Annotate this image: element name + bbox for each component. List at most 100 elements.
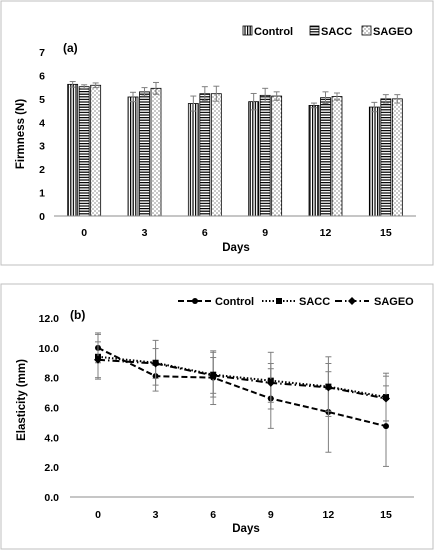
chart-a-bar-sageo [150, 87, 162, 217]
chart-a-x-tick-label: 15 [380, 227, 392, 239]
chart-b-x-tick-label: 0 [95, 509, 101, 521]
chart-a-y-tick-label: 4 [39, 117, 45, 129]
chart-b-legend: Control SACC SAGEO [178, 296, 414, 308]
chart-a-x-tick-label: 0 [81, 227, 87, 239]
chart-a-error-bar-sageo [153, 81, 159, 95]
chart-a-error-bar-control [130, 91, 136, 103]
chart-b-legend-sageo: SAGEO [374, 296, 414, 308]
chart-b-x-tick-label: 15 [380, 509, 392, 521]
chart-a-bar-sacc [259, 94, 271, 217]
chart-a-bar-sageo [210, 93, 222, 217]
chart-b-x-tick-label: 12 [323, 509, 335, 521]
chart-b-y-tick-label: 10.0 [39, 343, 60, 355]
chart-a-bar-sageo [391, 98, 403, 217]
chart-b-point-sageo [324, 383, 333, 392]
chart-b-x-tick-label: 6 [210, 509, 216, 521]
chart-a-x-tick-label: 3 [142, 227, 148, 239]
chart-a-error-bar-control [69, 81, 76, 88]
chart-b-point-control [383, 423, 389, 430]
chart-b-line-control [97, 346, 387, 428]
chart-b-x-tick-label: 3 [153, 509, 159, 521]
chart-a-legend-swatch-sageo [361, 25, 372, 36]
chart-a-x-tick-label: 9 [262, 227, 268, 239]
chart-b-point-sageo [209, 371, 218, 380]
chart-a-y-tick-label: 3 [39, 141, 45, 153]
chart-b-legend-marker-sageo [348, 297, 356, 305]
chart-b-legend-marker-sacc [276, 298, 282, 304]
chart-b-legend-marker-control [192, 298, 198, 304]
chart-a-legend-sacc: SACC [321, 26, 352, 38]
chart-a-error-bar-sageo [394, 94, 401, 104]
chart-a-legend-swatch-control [242, 25, 253, 36]
chart-a-bar-sacc [320, 97, 331, 217]
chart-a-bar-control [67, 83, 79, 217]
chart-a-error-bar-sageo [213, 85, 220, 102]
chart-b-point-sageo [94, 355, 102, 364]
chart-a-error-bar-control [250, 92, 257, 111]
chart-a-bar-sageo [90, 84, 102, 217]
chart-b-x-tick-label: 9 [268, 509, 274, 521]
chart-b-legend-control: Control [215, 296, 254, 308]
chart-a-bar-control [187, 103, 199, 217]
chart-b-y-tick-label: 2.0 [44, 462, 59, 474]
chart-a-legend: Control SACC SAGEO [242, 25, 413, 38]
chart-a-legend-swatch-sacc [309, 25, 320, 36]
chart-b-error-bars-control [95, 332, 389, 467]
chart-b-point-sageo [382, 394, 390, 403]
chart-a-bar-sageo [271, 95, 283, 217]
chart-a-y-tick-label: 1 [39, 188, 45, 200]
chart-b-x-axis-title: Days [232, 523, 260, 535]
chart-a-bar-sageo [331, 96, 343, 217]
chart-a-bar-control [127, 96, 139, 217]
chart-a-bar-sacc [139, 91, 150, 217]
chart-a-error-bar-sacc [81, 84, 88, 90]
chart-a-legend-control: Control [254, 26, 293, 38]
chart-a-error-bar-control [311, 102, 317, 109]
chart-b-line-sageo [97, 358, 387, 400]
chart-a-bar-control [368, 106, 380, 217]
chart-b-y-tick-label: 6.0 [44, 403, 59, 415]
chart-b-frame [0, 283, 434, 550]
chart-b-y-tick-label: 4.0 [44, 432, 59, 444]
chart-a-bar-control [308, 105, 320, 217]
chart-a-x-tick-label: 12 [320, 227, 332, 239]
chart-a-error-bar-control [190, 95, 197, 112]
chart-a-bar-sacc [380, 98, 392, 217]
chart-a-error-bar-sacc [141, 87, 148, 97]
chart-a-error-bar-sacc [262, 87, 269, 103]
chart-b-panel-label: (b) [70, 308, 85, 322]
chart-a-error-bar-sacc [382, 94, 389, 104]
chart-b-error-bars-sacc [95, 333, 389, 422]
chart-a-bar-control [248, 101, 260, 217]
chart-a-y-tick-label: 6 [39, 70, 45, 82]
chart-b-y-tick-label: 8.0 [44, 373, 59, 385]
chart-a-y-axis-title: Firmness (N) [15, 99, 27, 169]
chart-b-point-sageo [266, 378, 275, 387]
chart-a-error-bar-sacc [201, 86, 208, 102]
chart-a-error-bar-sageo [334, 92, 340, 101]
chart-a-frame [0, 0, 434, 266]
chart-a-panel-label: (a) [63, 41, 78, 55]
chart-b-y-tick-label: 12.0 [39, 313, 60, 325]
chart-a-y-tick-label: 5 [39, 94, 45, 106]
chart-b-y-axis-title: Elasticity (mm) [16, 359, 28, 441]
chart-a-legend-sageo: SAGEO [373, 26, 413, 38]
chart-a-x-axis-title: Days [222, 242, 250, 254]
chart-a-x-tick-label: 6 [202, 227, 208, 239]
chart-a-y-tick-label: 0 [39, 211, 45, 223]
chart-a-error-bar-sacc [322, 91, 329, 105]
chart-a-bar-sacc [78, 86, 90, 217]
chart-b-point-sageo [151, 359, 160, 368]
chart-b: (b) 0.0 2.0 4.0 6.0 8.0 10.0 12.0 0 3 6 9 12 15 Ela… [0, 283, 434, 550]
chart-b-legend-sacc: SACC [299, 296, 330, 308]
chart-a-error-bar-sageo [92, 82, 99, 89]
chart-a-error-bar-sageo [273, 91, 280, 101]
chart-a-error-bar-control [371, 101, 378, 113]
chart-a-y-tick-label: 7 [39, 47, 45, 59]
chart-a-bar-sacc [199, 93, 211, 217]
chart-b-error-bars-sageo [95, 341, 389, 422]
chart-b-y-tick-label: 0.0 [44, 492, 59, 504]
chart-a-y-tick-label: 2 [39, 164, 45, 176]
